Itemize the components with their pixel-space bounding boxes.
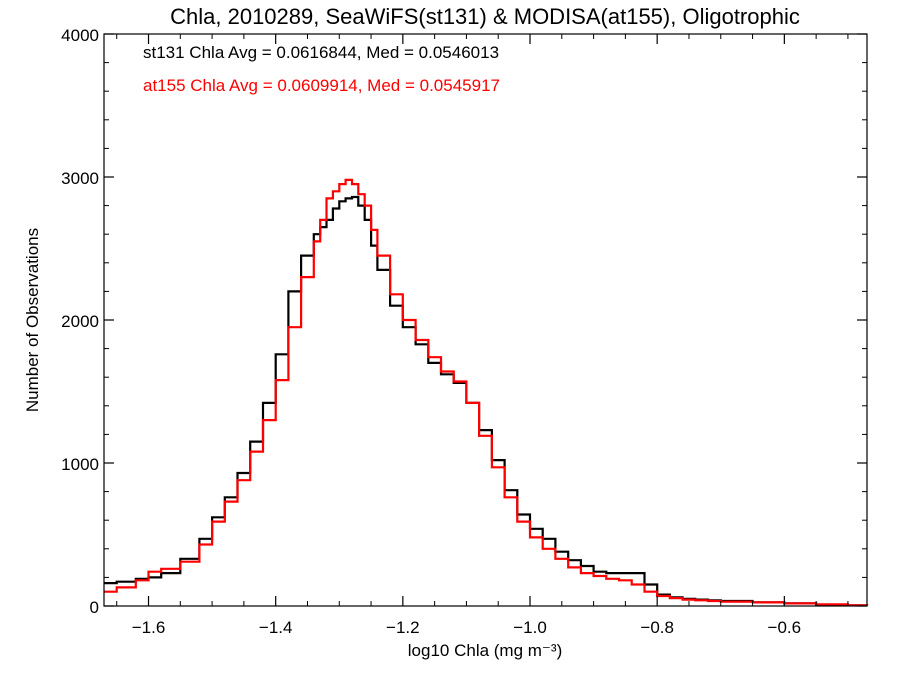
series-layer <box>104 178 869 607</box>
y-tick-label: 1000 <box>61 455 99 474</box>
plot-frame <box>103 33 868 607</box>
x-tick-label: −1.0 <box>513 618 547 637</box>
annotation-st131: st131 Chla Avg = 0.0616844, Med = 0.0546… <box>143 43 499 62</box>
tick-layer: −1.6 −1.4 −1.2 −1.0 −0.8 −0.6 0 1000 2000 3000 400… <box>61 26 867 637</box>
x-tick-label: −0.8 <box>640 618 674 637</box>
y-tick-label: 4000 <box>61 26 99 45</box>
chart-title: Chla, 2010289, SeaWiFS(st131) & MODISA(a… <box>170 4 800 29</box>
series-line-1 <box>104 178 869 607</box>
x-tick-label: −0.6 <box>768 618 802 637</box>
x-tick-label: −1.6 <box>132 618 166 637</box>
x-tick-label: −1.4 <box>259 618 293 637</box>
y-tick-label: 2000 <box>61 312 99 331</box>
y-axis-label: Number of Observations <box>23 228 42 412</box>
x-tick-label: −1.2 <box>386 618 420 637</box>
x-axis-label: log10 Chla (mg m⁻³) <box>408 641 562 660</box>
y-tick-label: 3000 <box>61 169 99 188</box>
annotation-at155: at155 Chla Avg = 0.0609914, Med = 0.0545… <box>143 76 500 95</box>
y-tick-label: 0 <box>90 598 99 617</box>
